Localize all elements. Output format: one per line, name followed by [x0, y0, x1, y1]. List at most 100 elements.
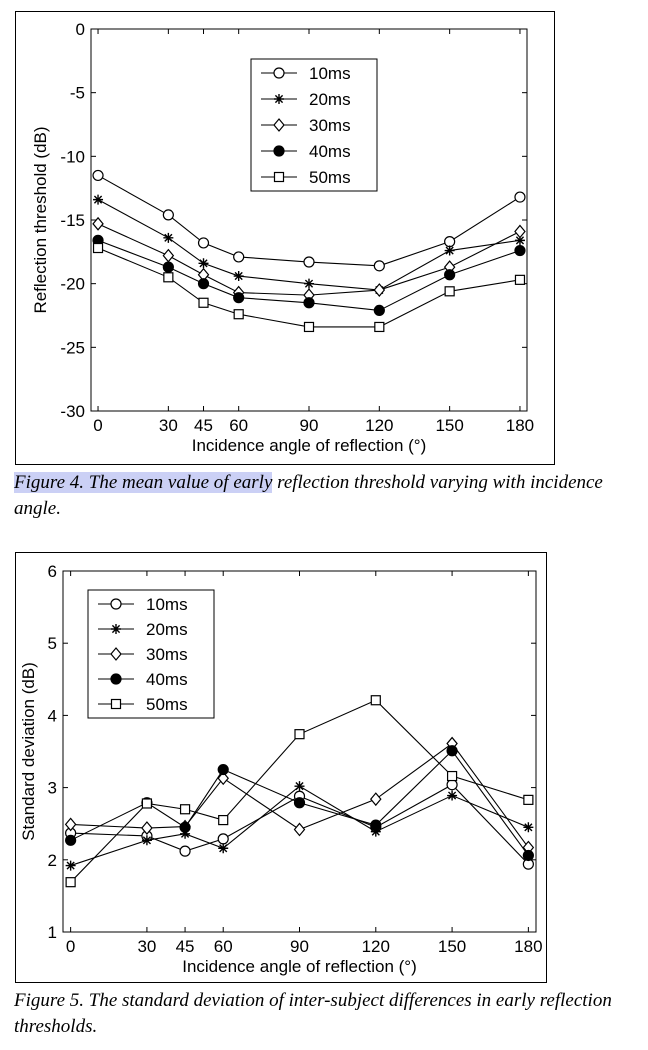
- fig4-point-10ms: [197, 237, 210, 249]
- fig4-legend-label: 20ms: [309, 90, 351, 109]
- fig4-point-40ms: [444, 269, 456, 281]
- fig5-point-30ms: [141, 821, 153, 835]
- fig4-series-line-40ms: [97, 239, 521, 311]
- fig4-xtick-label: 60: [229, 416, 248, 435]
- fig4-xtick-label: 120: [365, 416, 393, 435]
- fig4-point-10ms: [92, 169, 104, 182]
- fig5-point-40ms: [446, 745, 458, 757]
- fig5-xtick-label: 120: [362, 937, 390, 956]
- fig5-xtick-label: 90: [290, 937, 309, 956]
- fig4-point-20ms: [93, 194, 104, 205]
- fig5-series-line-20ms: [70, 785, 529, 867]
- fig5-series-line-50ms: [70, 699, 529, 883]
- fig4-point-50ms: [92, 242, 104, 254]
- figure-4-caption-rest: reflection threshold varying with incide…: [14, 472, 603, 519]
- fig5-xtick-label: 60: [214, 937, 233, 956]
- fig4-point-10ms: [303, 256, 315, 268]
- fig4-ytick-label: 0: [76, 20, 85, 39]
- fig4-point-50ms: [198, 297, 209, 308]
- fig5-point-50ms: [370, 695, 381, 706]
- fig4-point-10ms: [373, 260, 385, 272]
- fig5-xtick-label: 45: [176, 937, 195, 956]
- fig4-xtick-label: 180: [506, 416, 534, 435]
- fig5-ylabel: Standard deviation (dB): [19, 662, 38, 841]
- fig5-point-50ms: [141, 798, 153, 809]
- fig4-ytick-label: -15: [60, 211, 85, 230]
- fig4-point-40ms: [373, 304, 385, 317]
- fig4-xtick-label: 0: [93, 416, 102, 435]
- fig4-legend-marker-10ms: [273, 67, 285, 79]
- fig4-legend-marker-40ms: [273, 145, 285, 157]
- fig5-xtick-label: 30: [137, 937, 156, 956]
- fig5-point-20ms: [141, 835, 152, 846]
- fig4-xtick-label: 45: [194, 416, 213, 435]
- fig5-point-10ms: [217, 833, 229, 845]
- fig5-series-line-30ms: [70, 742, 529, 848]
- fig4-point-40ms: [162, 261, 174, 273]
- fig5-xtick-label: 180: [514, 937, 542, 956]
- fig4-point-40ms: [514, 244, 526, 257]
- fig5-legend-marker-50ms: [110, 698, 122, 710]
- fig4-legend-label: 10ms: [309, 64, 351, 83]
- fig4-legend-marker-20ms: [274, 94, 284, 104]
- fig4-point-20ms: [514, 235, 525, 246]
- fig4-point-20ms: [198, 258, 209, 269]
- figure-4-caption-highlight: Figure 4. The mean value of early: [14, 472, 273, 493]
- fig4-point-10ms: [233, 251, 245, 263]
- fig5-point-20ms: [523, 822, 534, 833]
- fig5-point-40ms: [522, 849, 534, 862]
- fig4-point-50ms: [374, 321, 385, 333]
- fig5-point-50ms: [294, 729, 305, 740]
- fig4-point-20ms: [444, 245, 455, 256]
- fig5-ytick-label: 6: [48, 562, 57, 581]
- fig4-ytick-label: -10: [60, 147, 85, 166]
- fig5-legend-marker-30ms: [110, 647, 122, 661]
- fig5-ytick-label: 5: [48, 634, 57, 653]
- fig5-point-40ms: [293, 797, 306, 809]
- fig5-point-20ms: [65, 860, 76, 871]
- fig5-point-20ms: [294, 781, 305, 792]
- fig5-xlabel: Incidence angle of reflection (°): [182, 957, 417, 976]
- fig4-legend-label: 30ms: [309, 116, 351, 135]
- fig4-legend-label: 50ms: [309, 168, 351, 187]
- fig4-xtick-label: 90: [300, 416, 319, 435]
- fig5-legend-label: 30ms: [146, 645, 188, 664]
- fig5-point-30ms: [64, 817, 77, 832]
- fig5-point-30ms: [217, 771, 229, 786]
- fig4-ytick-label: -20: [60, 275, 85, 294]
- fig4-point-40ms: [233, 292, 245, 304]
- figure-5-caption: Figure 5. The standard deviation of inte…: [14, 990, 612, 1037]
- fig5-point-20ms: [218, 843, 229, 854]
- fig4-point-30ms: [514, 224, 526, 239]
- fig4-point-30ms: [92, 216, 104, 231]
- fig5-legend-label: 20ms: [146, 620, 188, 639]
- fig5-point-50ms: [523, 794, 534, 805]
- fig5-ytick-label: 3: [48, 779, 57, 798]
- fig5-point-10ms: [446, 779, 458, 791]
- fig4-point-50ms: [303, 321, 315, 333]
- fig5-legend-label: 50ms: [146, 695, 188, 714]
- fig5-xtick-label: 150: [438, 937, 466, 956]
- fig5-point-40ms: [65, 834, 77, 846]
- fig5-point-20ms: [447, 790, 458, 801]
- fig5-point-50ms: [179, 804, 191, 815]
- fig5-point-50ms: [65, 877, 76, 888]
- fig5-point-30ms: [293, 822, 306, 837]
- fig4-point-50ms: [163, 272, 174, 283]
- fig4-point-50ms: [444, 286, 455, 297]
- fig4-legend-label: 40ms: [309, 142, 351, 161]
- fig4-point-10ms: [514, 191, 526, 203]
- fig5-point-40ms: [179, 821, 191, 833]
- fig4-xlabel: Incidence angle of reflection (°): [192, 436, 427, 455]
- fig4-point-40ms: [197, 278, 210, 290]
- fig4-point-20ms: [304, 278, 314, 289]
- fig4-point-20ms: [163, 232, 174, 243]
- fig4-point-50ms: [514, 274, 526, 285]
- fig5-point-40ms: [217, 763, 229, 776]
- fig5-point-50ms: [446, 770, 458, 782]
- fig4-point-50ms: [233, 309, 244, 320]
- fig5-point-20ms: [180, 828, 191, 839]
- fig5-ytick-label: 1: [48, 923, 57, 942]
